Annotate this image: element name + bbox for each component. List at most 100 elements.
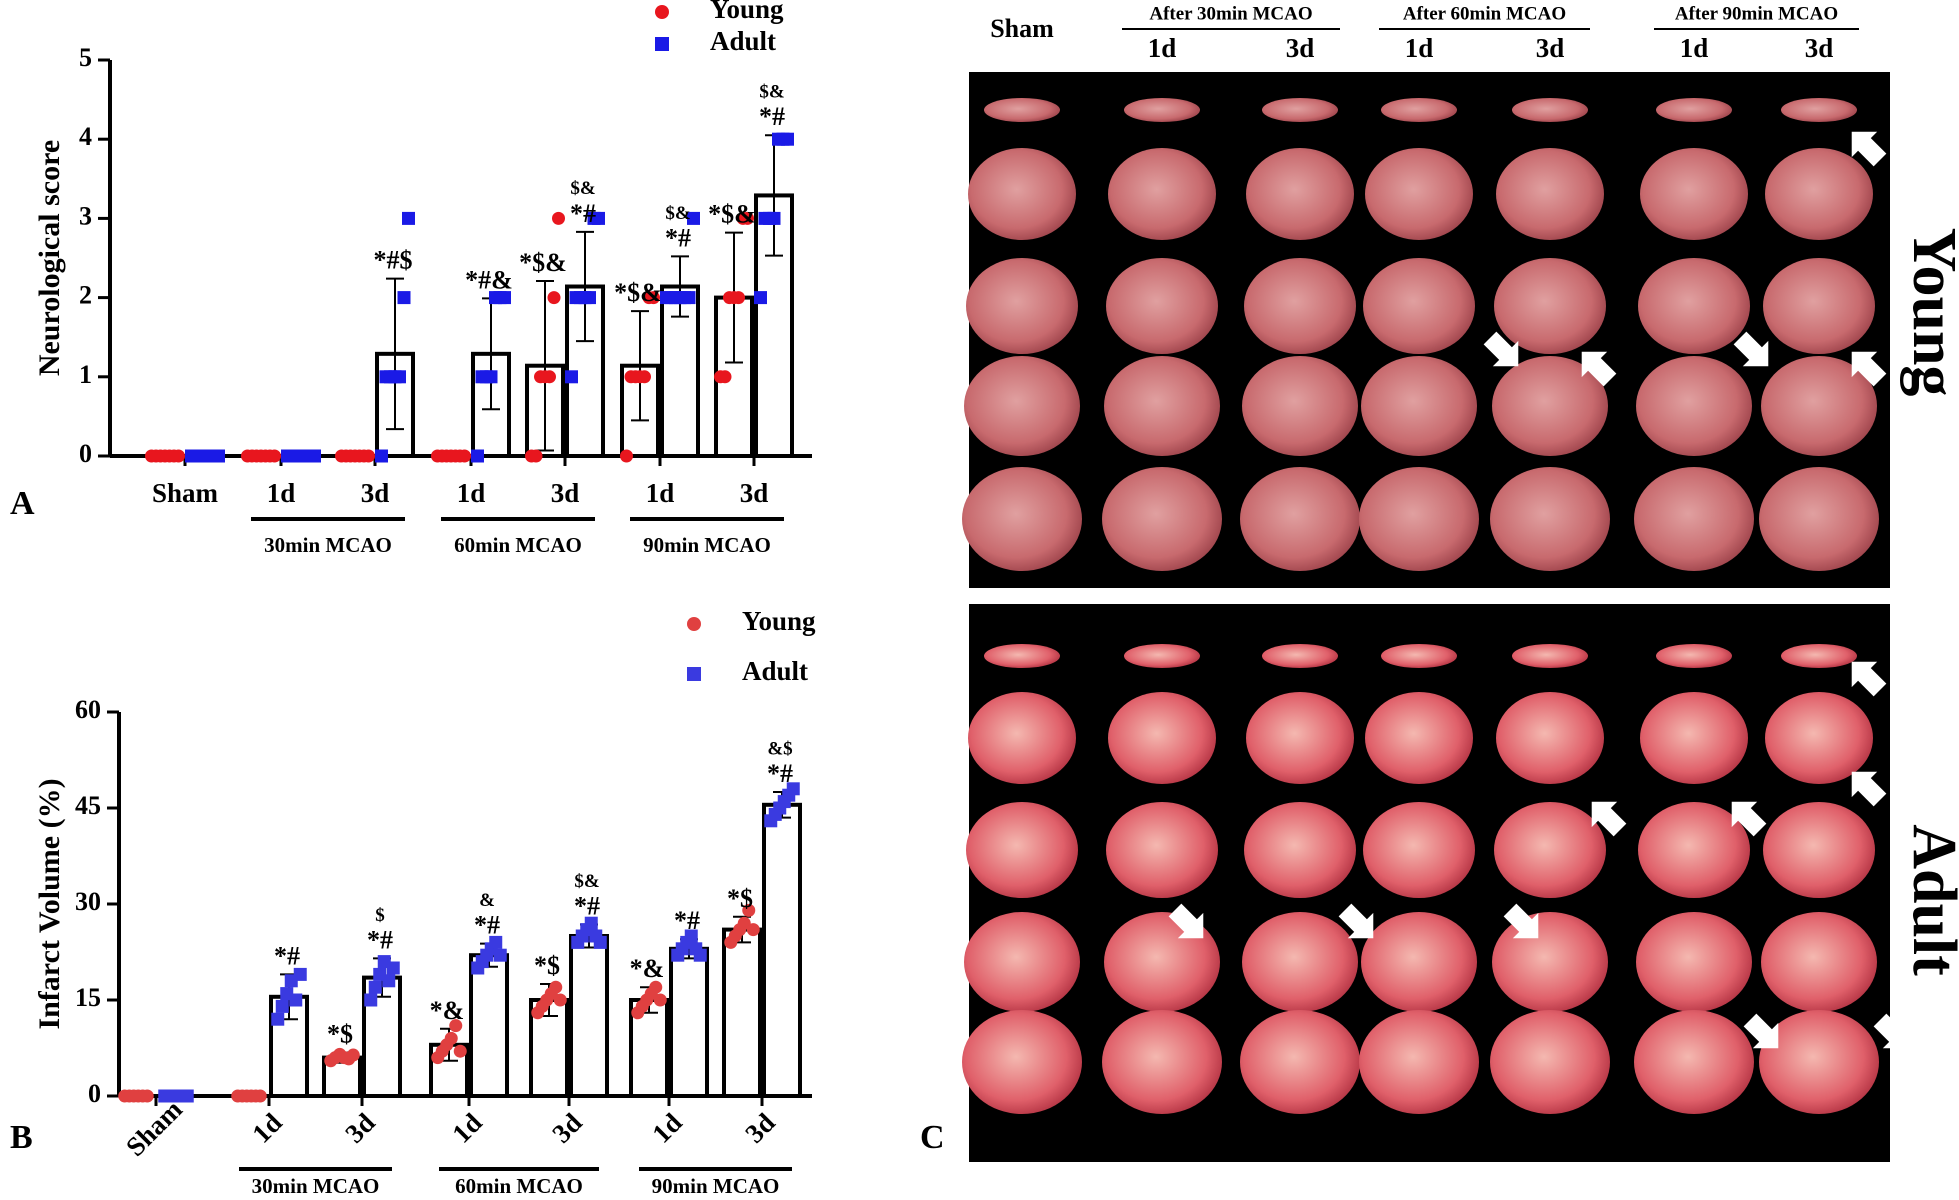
brain-slice bbox=[962, 467, 1082, 571]
legend-label: Adult bbox=[742, 656, 808, 686]
brain-slice bbox=[968, 148, 1076, 240]
brain-slice bbox=[1636, 912, 1752, 1012]
y-tick-label: 30 bbox=[75, 887, 101, 916]
brain-slice bbox=[964, 912, 1080, 1012]
y-tick-label: 0 bbox=[88, 1079, 101, 1108]
legend-label: Young bbox=[742, 606, 816, 636]
panel-label: A bbox=[10, 485, 35, 522]
brain-slice bbox=[1361, 356, 1477, 456]
group-label: 30min MCAO bbox=[264, 533, 392, 557]
x-tick-label: 3d bbox=[739, 1107, 780, 1148]
x-tick-label: 1d bbox=[267, 478, 296, 508]
significance-label: *# bbox=[474, 911, 500, 940]
arrow bbox=[1483, 331, 1519, 367]
row-label: Young bbox=[1900, 228, 1959, 397]
brain-slice bbox=[1104, 356, 1220, 456]
arrow bbox=[1338, 903, 1374, 939]
brain-slice bbox=[1761, 356, 1877, 456]
data-point bbox=[653, 993, 667, 1007]
legend-label: Adult bbox=[710, 26, 776, 56]
significance-label: *# bbox=[665, 223, 691, 252]
data-point bbox=[444, 1031, 458, 1045]
significance-label: *# bbox=[367, 925, 393, 954]
bar bbox=[669, 946, 709, 1098]
x-tick-label: 3d bbox=[339, 1107, 380, 1148]
significance-label: *& bbox=[630, 954, 665, 983]
data-point bbox=[268, 449, 281, 463]
day-label: 1d bbox=[1148, 33, 1177, 63]
arrow bbox=[1168, 903, 1204, 939]
brain-slice bbox=[1781, 644, 1857, 668]
y-tick-label: 4 bbox=[79, 122, 92, 151]
data-point bbox=[553, 993, 567, 1007]
brain-slice bbox=[1102, 1010, 1222, 1114]
bar bbox=[722, 927, 762, 1098]
legend-label: Young bbox=[710, 0, 784, 24]
data-point bbox=[393, 370, 406, 384]
data-point bbox=[649, 980, 663, 994]
data-point bbox=[308, 449, 321, 463]
significance-label: $ bbox=[375, 905, 385, 926]
brain-slice bbox=[1359, 467, 1479, 571]
data-point bbox=[638, 370, 651, 384]
brain-slice bbox=[1244, 258, 1356, 354]
brain-slice bbox=[1242, 912, 1358, 1012]
brain-slice bbox=[1638, 802, 1750, 898]
significance-label: &$ bbox=[767, 738, 792, 759]
brain-slice bbox=[1763, 258, 1875, 354]
data-point bbox=[583, 291, 596, 305]
data-point bbox=[362, 449, 375, 463]
group-label: 90min MCAO bbox=[652, 1174, 780, 1198]
data-point bbox=[271, 1012, 285, 1026]
brain-slice bbox=[1656, 644, 1732, 668]
brain-slice bbox=[1359, 1010, 1479, 1114]
brain-slice bbox=[984, 644, 1060, 668]
legend-marker bbox=[655, 37, 669, 51]
significance-label: *#& bbox=[465, 265, 513, 294]
y-axis-label: Neurological score bbox=[33, 140, 66, 376]
significance-label: $& bbox=[570, 178, 595, 199]
bar bbox=[762, 802, 802, 1098]
data-point bbox=[781, 132, 794, 146]
x-tick-label: 1d bbox=[246, 1107, 287, 1148]
group-label: 90min MCAO bbox=[643, 533, 771, 557]
x-tick-label: 1d bbox=[446, 1107, 487, 1148]
brain-slice bbox=[1246, 692, 1354, 784]
brain-slice bbox=[1496, 148, 1604, 240]
y-tick-label: 3 bbox=[79, 201, 92, 230]
group-label: 60min MCAO bbox=[454, 533, 582, 557]
data-point bbox=[368, 980, 382, 994]
arrow bbox=[1503, 903, 1539, 939]
brain-slice bbox=[1765, 692, 1873, 784]
data-point bbox=[693, 948, 707, 962]
significance-label: *# bbox=[574, 891, 600, 920]
brain-slice bbox=[1240, 467, 1360, 571]
brain-slice bbox=[1106, 258, 1218, 354]
y-tick-label: 0 bbox=[79, 439, 92, 468]
brain-slice bbox=[966, 802, 1078, 898]
brain-slice bbox=[968, 692, 1076, 784]
brain-slice bbox=[1759, 1010, 1879, 1114]
data-point bbox=[498, 291, 511, 305]
x-tick-label: 1d bbox=[646, 1107, 687, 1148]
brain-slice bbox=[1108, 148, 1216, 240]
group-label: 60min MCAO bbox=[455, 1174, 583, 1198]
data-point bbox=[453, 1044, 467, 1058]
data-point bbox=[593, 935, 607, 949]
data-point bbox=[289, 993, 303, 1007]
y-tick-label: 5 bbox=[79, 43, 92, 72]
bar bbox=[569, 934, 609, 1098]
brain-slice bbox=[1365, 692, 1473, 784]
data-point bbox=[620, 449, 633, 463]
data-point bbox=[592, 211, 605, 225]
y-axis-label: Infarct Volume (%) bbox=[33, 778, 66, 1029]
data-point bbox=[746, 923, 760, 937]
brain-slice bbox=[1108, 692, 1216, 784]
data-point bbox=[172, 449, 185, 463]
legend-marker bbox=[687, 617, 701, 631]
brain-slice bbox=[1634, 1010, 1754, 1114]
brain-slice bbox=[962, 1010, 1082, 1114]
brain-slice bbox=[1490, 1010, 1610, 1114]
x-tick-label: 3d bbox=[740, 478, 769, 508]
y-tick-label: 15 bbox=[75, 983, 101, 1012]
